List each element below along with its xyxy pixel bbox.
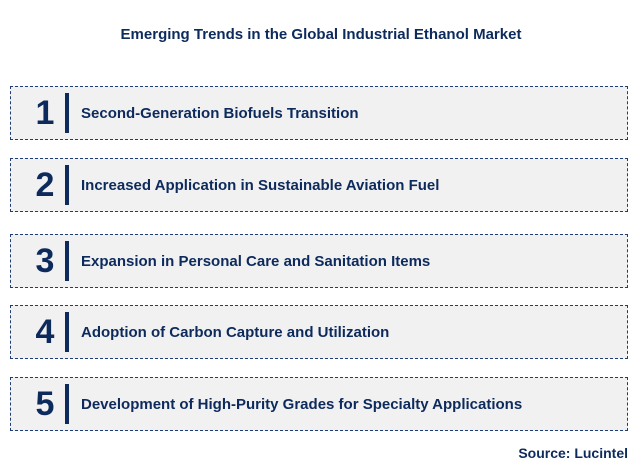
trend-number: 1	[35, 93, 55, 132]
trend-item: 1 Second-Generation Biofuels Transition	[10, 86, 628, 140]
trend-label: Adoption of Carbon Capture and Utilizati…	[81, 323, 390, 341]
divider	[65, 241, 69, 281]
trend-item: 2 Increased Application in Sustainable Av…	[10, 158, 628, 212]
trend-label: Development of High-Purity Grades for Sp…	[81, 395, 523, 413]
trend-label: Expansion in Personal Care and Sanitatio…	[81, 252, 431, 270]
trend-number: 3	[35, 241, 55, 280]
trend-label: Second-Generation Biofuels Transition	[81, 104, 359, 122]
divider	[65, 93, 69, 133]
source-label: Source: Lucintel	[518, 445, 628, 461]
divider	[65, 312, 69, 352]
trend-number: 5	[35, 384, 55, 423]
trend-number: 2	[35, 165, 55, 204]
trend-label: Increased Application in Sustainable Avi…	[81, 176, 440, 194]
trend-number: 4	[35, 312, 55, 351]
page-title: Emerging Trends in the Global Industrial…	[120, 26, 522, 43]
trend-item: 3 Expansion in Personal Care and Sanitati…	[10, 234, 628, 288]
divider	[65, 384, 69, 424]
trend-item: 4 Adoption of Carbon Capture and Utilizat…	[10, 305, 628, 359]
trend-item: 5 Development of High-Purity Grades for S…	[10, 377, 628, 431]
divider	[65, 165, 69, 205]
